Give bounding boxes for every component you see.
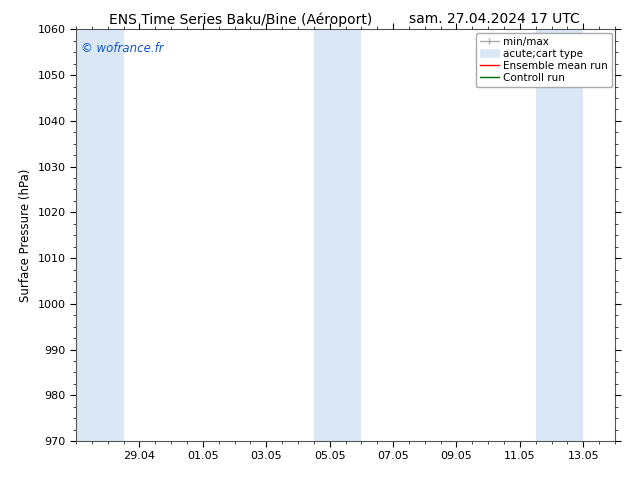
Bar (76, 29, 124, 441)
Legend: min/max, acute;cart type, Ensemble mean run, Controll run: min/max, acute;cart type, Ensemble mean … (476, 32, 612, 87)
Y-axis label: Surface Pressure (hPa): Surface Pressure (hPa) (19, 169, 32, 302)
Bar (314, 29, 361, 441)
Bar (536, 29, 583, 441)
Text: ENS Time Series Baku/Bine (Aéroport): ENS Time Series Baku/Bine (Aéroport) (109, 12, 373, 27)
Text: sam. 27.04.2024 17 UTC: sam. 27.04.2024 17 UTC (409, 12, 580, 26)
Text: © wofrance.fr: © wofrance.fr (81, 42, 164, 55)
